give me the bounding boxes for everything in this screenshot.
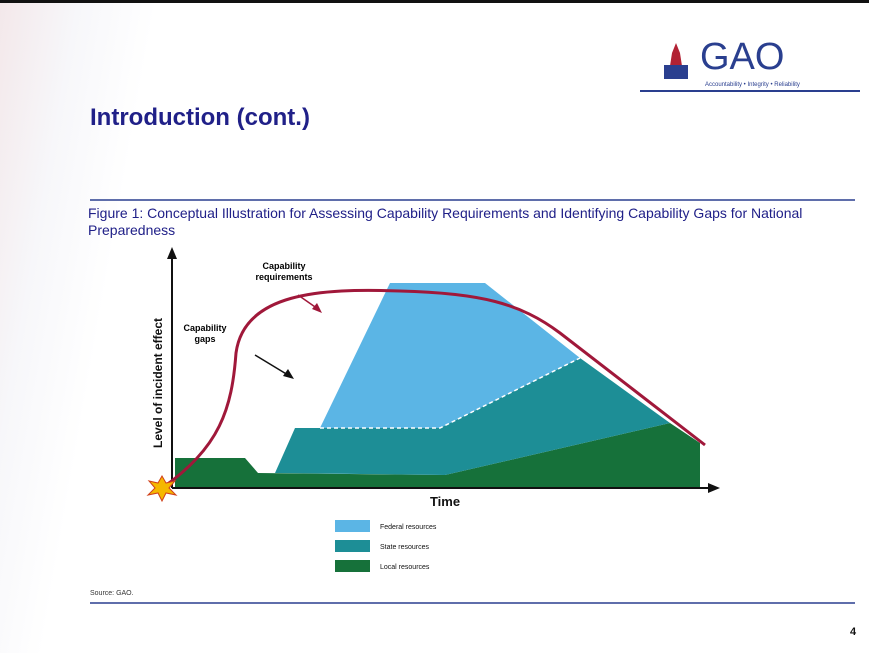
annotation-box: Capability gaps [183,323,227,344]
legend-label: State resources [380,544,430,551]
annotation: Capability requirements [255,261,313,282]
annotation: Capability gaps [183,323,227,344]
diagram: Level of incident effect Time Capability… [146,247,720,509]
federal-area [320,283,580,428]
state-area [275,358,670,475]
caption-box: Figure 1: Conceptual Illustration for As… [88,205,803,238]
logo-tagline: Accountability • Integrity • Reliability [705,82,800,88]
slide-title: Introduction (cont.) [90,104,310,131]
local-area [175,423,700,488]
requirements-curve [161,288,706,490]
legend: Federal resources State resources Local … [335,520,437,572]
legend-label: Local resources [380,564,430,571]
x-axis-label: Time [430,494,460,509]
source-note: Source: GAO. [90,590,134,597]
figure-caption: Figure 1: Conceptual Illustration for As… [88,205,803,238]
legend-label: Federal resources [380,524,437,531]
annotation-box: Capability requirements [255,261,313,282]
logo-text: GAO [700,36,784,78]
slide-graphics: GAO Accountability • Integrity • Reliabi… [88,36,860,638]
y-axis-label: Level of incident effect [151,318,165,448]
page-number: 4 [850,626,857,638]
incident-burst [146,474,178,503]
logo: GAO Accountability • Integrity • Reliabi… [640,36,860,92]
